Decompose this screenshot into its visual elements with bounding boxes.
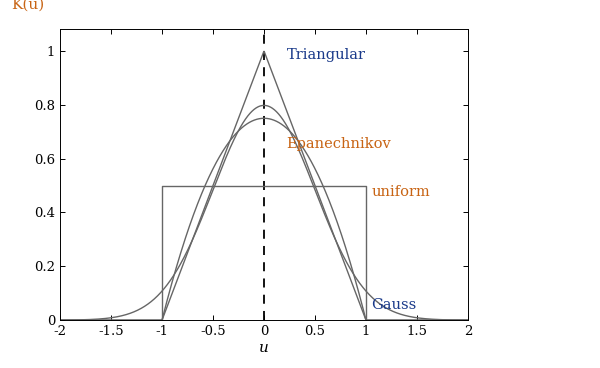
Text: uniform: uniform — [371, 185, 430, 199]
Y-axis label: K(u): K(u) — [11, 0, 44, 12]
Text: Gauss: Gauss — [371, 298, 416, 312]
Text: Epanechnikov: Epanechnikov — [286, 137, 391, 151]
X-axis label: u: u — [259, 341, 269, 355]
Text: Triangular: Triangular — [286, 48, 365, 62]
